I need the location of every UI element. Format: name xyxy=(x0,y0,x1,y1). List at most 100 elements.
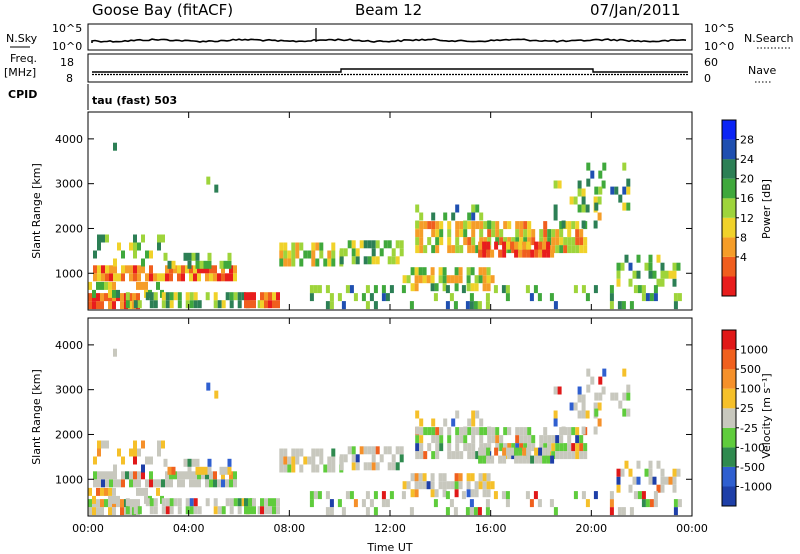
power-cell xyxy=(515,229,520,238)
power-cell xyxy=(116,289,120,298)
velocity-cell xyxy=(454,481,459,490)
colorbar-frame xyxy=(721,119,737,297)
power-cell xyxy=(477,301,482,310)
power-cell xyxy=(577,188,582,197)
velocity-cell xyxy=(449,499,454,508)
velocity-cell xyxy=(463,435,468,444)
velocity-cell xyxy=(418,481,423,490)
power-cell xyxy=(447,245,452,254)
velocity-cell xyxy=(526,455,531,464)
velocity-cell xyxy=(502,447,507,456)
power-cell xyxy=(108,289,112,298)
power-cell xyxy=(287,258,292,267)
velocity-cell xyxy=(145,498,150,507)
velocity-cell xyxy=(161,440,165,449)
power-cell xyxy=(225,292,230,301)
power-cell xyxy=(482,249,487,258)
velocity-cell xyxy=(501,491,506,500)
power-cell xyxy=(499,237,504,246)
velocity-cell xyxy=(478,481,483,490)
velocity-cell xyxy=(217,506,222,515)
velocity-cell xyxy=(515,427,520,436)
velocity-cell xyxy=(104,499,108,508)
velocity-cell xyxy=(173,471,177,480)
velocity-cell xyxy=(583,451,588,460)
power-cell xyxy=(351,248,356,257)
velocity-cell xyxy=(609,507,614,516)
power-cell xyxy=(479,221,484,230)
power-cell xyxy=(419,229,424,238)
velocity-cell xyxy=(361,499,366,508)
power-cell xyxy=(206,176,211,185)
velocity-cell xyxy=(229,498,234,507)
velocity-cell xyxy=(490,455,495,464)
velocity-cell xyxy=(475,451,480,460)
velocity-cell xyxy=(415,451,420,460)
velocity-cell xyxy=(195,458,200,467)
velocity-cell xyxy=(136,487,140,496)
power-cell xyxy=(546,249,551,258)
velocity-cell xyxy=(538,455,543,464)
velocity-cell xyxy=(573,491,578,500)
power-cell xyxy=(505,293,510,302)
power-cell xyxy=(120,301,124,310)
velocity-cell xyxy=(439,427,444,436)
velocity-cell xyxy=(149,471,153,480)
velocity-cell xyxy=(673,499,678,508)
velocity-cell xyxy=(141,464,145,473)
velocity-cell xyxy=(193,479,197,488)
power-cell xyxy=(156,281,160,290)
power-cell xyxy=(618,194,623,203)
velocity-cell xyxy=(141,440,145,449)
power-panel: 1000 2000 3000 4000 Slant Range [km] xyxy=(30,111,693,311)
velocity-cell xyxy=(479,435,484,444)
velocity-cell xyxy=(454,473,459,482)
power-cell xyxy=(381,293,386,302)
power-cell xyxy=(494,241,499,250)
power-cell xyxy=(367,256,372,265)
velocity-cell xyxy=(469,499,474,508)
power-cell xyxy=(622,162,627,171)
velocity-cell xyxy=(422,481,427,490)
cpid-value: tau (fast) 503 xyxy=(92,94,177,107)
velocity-cell xyxy=(419,451,424,460)
power-cell xyxy=(493,285,498,294)
power-cell xyxy=(418,275,423,284)
power-cell xyxy=(101,273,105,282)
power-cell xyxy=(167,260,172,269)
velocity-cell xyxy=(93,471,97,480)
velocity-cell xyxy=(88,487,92,496)
velocity-cell xyxy=(498,455,503,464)
power-cell xyxy=(581,188,586,197)
power-cell xyxy=(459,245,464,254)
power-y-ticks: 1000 2000 3000 4000 xyxy=(55,133,692,280)
power-cell xyxy=(213,265,217,274)
velocity-cell xyxy=(616,476,621,485)
power-cell xyxy=(637,285,642,294)
power-cell xyxy=(414,267,419,276)
power-cell xyxy=(157,242,161,251)
velocity-cell xyxy=(445,507,450,516)
power-cell xyxy=(466,283,471,292)
velocity-cell xyxy=(317,491,322,500)
velocity-cell xyxy=(495,443,500,452)
velocity-cell xyxy=(474,481,479,490)
power-cell xyxy=(209,273,213,282)
velocity-cell xyxy=(486,473,491,482)
velocity-cell xyxy=(514,455,519,464)
velocity-cell xyxy=(632,476,637,485)
velocity-cell xyxy=(415,443,420,452)
power-cell xyxy=(624,254,629,263)
power-cell xyxy=(244,292,248,301)
velocity-cell xyxy=(331,448,336,457)
velocity-cell xyxy=(633,491,638,500)
power-cell xyxy=(221,265,225,274)
power-cell xyxy=(439,221,444,230)
power-cell xyxy=(221,273,225,282)
power-cell xyxy=(470,267,475,276)
power-cell xyxy=(157,234,161,243)
power-cell xyxy=(244,300,248,309)
freq-frame xyxy=(87,53,693,83)
velocity-cell xyxy=(483,443,488,452)
power-cell xyxy=(649,293,654,302)
